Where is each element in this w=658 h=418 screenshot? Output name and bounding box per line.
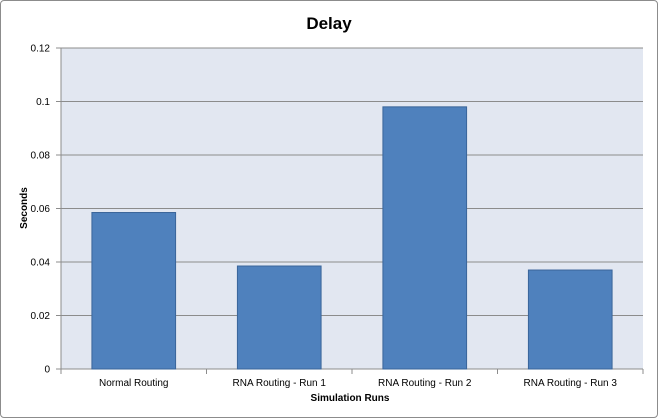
x-tick-label: Normal Routing bbox=[99, 378, 168, 389]
x-tick-label: RNA Routing - Run 2 bbox=[378, 378, 472, 389]
y-tick-label: 0.1 bbox=[36, 97, 50, 108]
y-tick-label: 0.12 bbox=[31, 44, 51, 55]
chart-title: Delay bbox=[306, 14, 352, 33]
y-tick-label: 0 bbox=[44, 365, 50, 376]
bar bbox=[236, 265, 322, 370]
bar bbox=[527, 269, 613, 370]
x-tick-label: RNA Routing - Run 1 bbox=[233, 378, 327, 389]
y-tick-label: 0.02 bbox=[31, 311, 51, 322]
x-axis-title: Simulation Runs bbox=[311, 393, 390, 404]
bar bbox=[91, 212, 177, 370]
x-tick-label: RNA Routing - Run 3 bbox=[524, 378, 618, 389]
y-tick-label: 0.06 bbox=[31, 204, 51, 215]
plot-area: 0 0.02 0.04 0.06 0.08 0.1 0.12 Normal Routing RN… bbox=[31, 44, 644, 389]
y-axis-title: Seconds bbox=[19, 187, 30, 229]
y-tick-label: 0.08 bbox=[31, 151, 51, 162]
bar bbox=[382, 106, 468, 370]
y-tick-label: 0.04 bbox=[31, 258, 51, 269]
